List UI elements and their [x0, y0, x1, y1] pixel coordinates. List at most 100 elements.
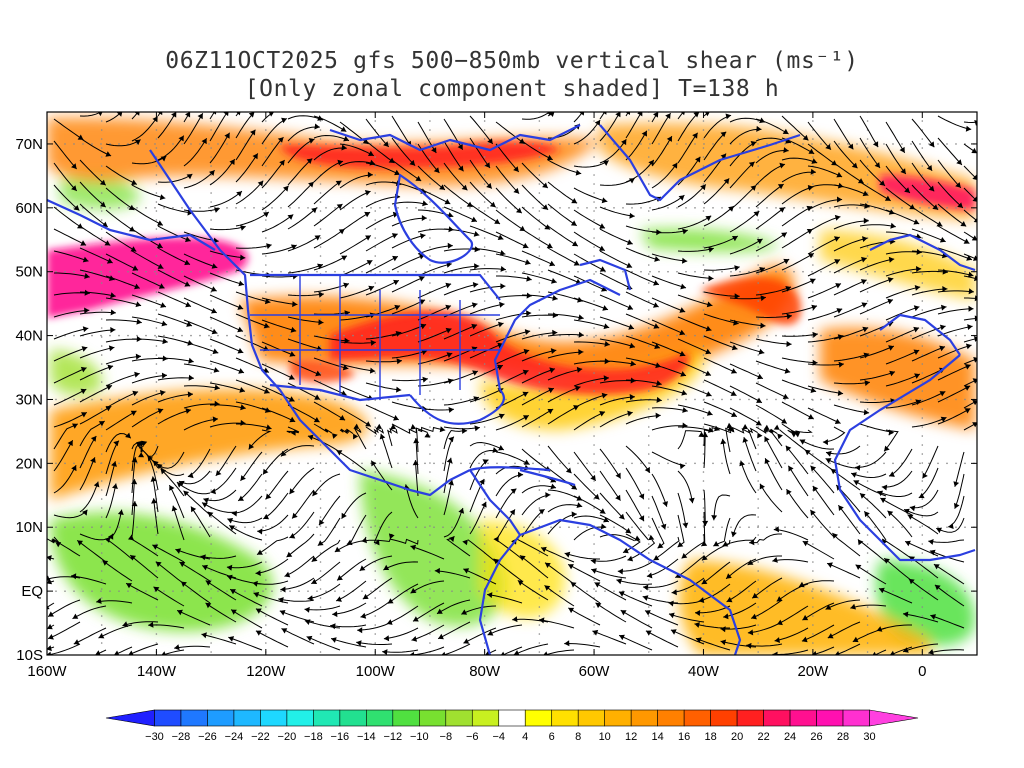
grid-dot	[595, 143, 597, 145]
colorbar-label: 28	[837, 731, 849, 743]
grid-dot	[964, 207, 966, 209]
grid-dot	[307, 207, 309, 209]
grid-dot	[155, 444, 158, 446]
grid-dot	[937, 398, 939, 401]
grid-dot	[478, 143, 480, 145]
grid-dot	[856, 398, 858, 401]
grid-dot	[210, 156, 212, 158]
grid-dot	[649, 462, 651, 465]
grid-dot	[100, 334, 102, 337]
grid-dot	[532, 462, 534, 465]
grid-dot	[415, 526, 417, 529]
grid-dot	[289, 143, 291, 145]
grid-dot	[154, 207, 156, 209]
grid-dot	[265, 291, 267, 293]
grid-dot	[100, 462, 103, 464]
grid-dot	[316, 334, 318, 337]
grid-dot	[829, 270, 831, 273]
grid-dot	[487, 207, 489, 209]
grid-dot	[73, 334, 75, 337]
grid-dot	[811, 143, 813, 145]
grid-dot	[730, 334, 732, 337]
grid-dot	[487, 462, 489, 465]
grid-dot	[100, 336, 103, 338]
grid-dot	[892, 270, 894, 273]
grid-dot	[208, 207, 210, 209]
grid-dot	[568, 143, 570, 145]
grid-dot	[577, 462, 579, 465]
grid-dot	[319, 507, 322, 509]
grid-dot	[460, 462, 462, 465]
grid-dot	[155, 390, 158, 392]
grid-dot	[210, 444, 212, 446]
grid-dot	[155, 642, 158, 644]
grid-dot	[319, 372, 322, 374]
grid-dot	[415, 590, 417, 592]
grid-dot	[730, 270, 732, 273]
grid-dot	[163, 526, 165, 529]
grid-dot	[181, 462, 183, 465]
grid-dot	[210, 453, 212, 455]
grid-dot	[208, 590, 210, 592]
grid-dot	[793, 270, 795, 273]
grid-dot	[541, 270, 543, 273]
grid-dot	[865, 462, 867, 465]
grid-dot	[155, 309, 158, 311]
grid-dot	[748, 270, 750, 273]
grid-dot	[343, 590, 345, 592]
grid-dot	[478, 462, 480, 465]
grid-dot	[604, 334, 606, 337]
grid-dot	[946, 143, 948, 145]
grid-dot	[374, 390, 377, 392]
grid-dot	[374, 345, 377, 347]
grid-dot	[145, 398, 147, 401]
grid-dot	[172, 143, 174, 145]
grid-dot	[154, 334, 156, 337]
grid-dot	[217, 462, 219, 465]
grid-dot	[352, 143, 354, 145]
grid-dot	[532, 143, 534, 145]
grid-dot	[163, 270, 165, 273]
grid-dot	[649, 334, 651, 337]
grid-dot	[235, 207, 237, 209]
grid-dot	[586, 526, 588, 529]
grid-dot	[352, 526, 354, 529]
grid-dot	[91, 334, 93, 337]
grid-dot	[478, 590, 480, 592]
grid-dot	[319, 210, 322, 212]
colorbar-box	[604, 709, 632, 727]
grid-dot	[163, 462, 165, 465]
grid-dot	[91, 526, 93, 529]
grid-dot	[667, 398, 669, 401]
grid-dot	[739, 270, 741, 273]
grid-dot	[757, 143, 759, 145]
grid-dot	[811, 590, 813, 592]
grid-dot	[136, 270, 138, 273]
grid-dot	[374, 435, 377, 437]
grid-dot	[910, 334, 912, 337]
grid-dot	[829, 398, 831, 401]
grid-dot	[100, 526, 102, 529]
grid-dot	[181, 334, 183, 337]
grid-dot	[374, 192, 377, 194]
grid-dot	[775, 590, 777, 592]
grid-dot	[265, 561, 267, 563]
grid-dot	[155, 129, 158, 131]
grid-dot	[325, 143, 327, 145]
grid-dot	[631, 590, 633, 592]
grid-dot	[265, 588, 267, 590]
grid-dot	[271, 590, 273, 592]
grid-dot	[370, 270, 372, 273]
grid-dot	[721, 270, 723, 273]
grid-dot	[64, 270, 66, 273]
grid-dot	[442, 462, 444, 465]
grid-dot	[190, 334, 192, 337]
grid-dot	[100, 579, 103, 581]
grid-dot	[210, 354, 212, 356]
grid-dot	[586, 143, 588, 145]
grid-dot	[210, 372, 212, 374]
grid-dot	[118, 334, 120, 337]
grid-dot	[100, 246, 103, 248]
grid-dot	[694, 590, 696, 592]
grid-dot	[100, 192, 103, 194]
